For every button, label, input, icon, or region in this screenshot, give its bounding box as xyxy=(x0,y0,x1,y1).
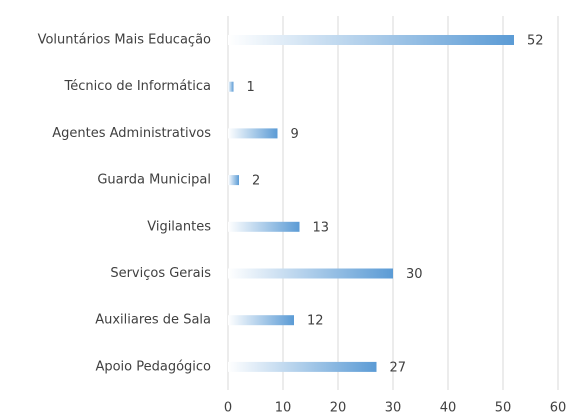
data-label: 9 xyxy=(291,127,299,142)
bar xyxy=(228,81,234,92)
data-label: 12 xyxy=(307,314,324,329)
y-tick-label: Vigilantes xyxy=(147,219,211,234)
bar xyxy=(228,268,393,279)
x-tick-label: 60 xyxy=(550,401,567,416)
data-label: 13 xyxy=(313,220,330,235)
x-tick-label: 20 xyxy=(330,401,347,416)
x-tick-label: 30 xyxy=(385,401,402,416)
x-tick-label: 50 xyxy=(495,401,512,416)
y-tick-label: Técnico de Informática xyxy=(63,79,211,94)
data-label: 52 xyxy=(527,34,544,49)
x-tick-label: 10 xyxy=(275,401,292,416)
x-tick-label: 0 xyxy=(224,401,232,416)
bar xyxy=(228,315,294,326)
y-tick-label: Apoio Pedagógico xyxy=(95,359,211,374)
x-tick-label: 40 xyxy=(440,401,457,416)
y-tick-label: Agentes Administrativos xyxy=(52,126,211,141)
bar xyxy=(228,175,239,186)
bar xyxy=(228,35,514,45)
y-tick-label: Serviços Gerais xyxy=(110,266,211,281)
y-tick-label: Guarda Municipal xyxy=(97,173,211,188)
data-label: 27 xyxy=(390,360,407,375)
data-label: 2 xyxy=(252,174,260,189)
y-tick-label: Voluntários Mais Educação xyxy=(38,33,211,48)
bar xyxy=(228,221,300,232)
bar xyxy=(228,128,278,139)
data-label: 1 xyxy=(247,80,255,95)
bar xyxy=(228,361,377,372)
data-label: 30 xyxy=(406,267,423,282)
y-tick-label: Auxiliares de Sala xyxy=(95,313,211,328)
